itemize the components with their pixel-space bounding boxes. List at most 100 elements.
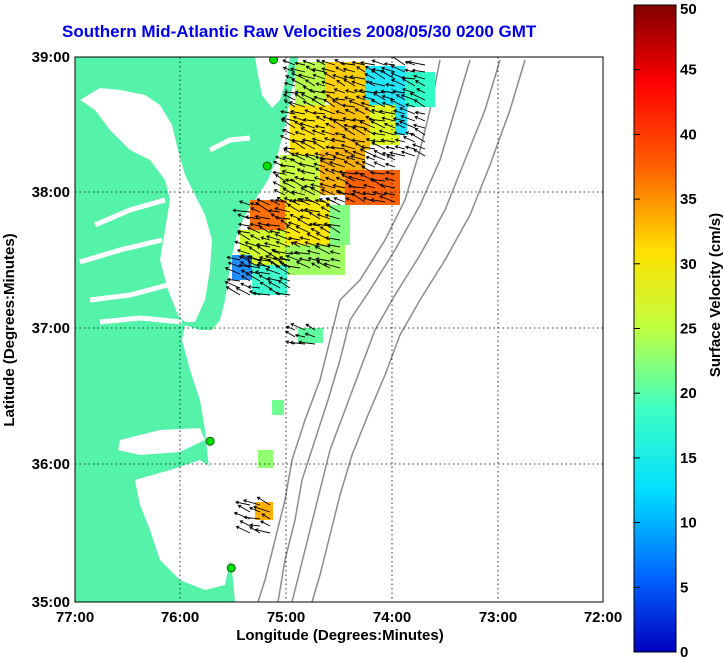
x-axis-ticks: 77:00 76:00 75:00 74:00 73:00 72:00: [56, 609, 622, 626]
velocity-arrow: [238, 200, 251, 206]
velocity-arrow: [280, 219, 291, 227]
velocity-arrow: [324, 213, 341, 220]
velocity-arrow: [310, 227, 321, 234]
velocity-arrow: [399, 107, 416, 115]
velocity-arrow: [413, 74, 426, 80]
velocity-arrow: [378, 109, 396, 115]
velocity-arrow: [258, 274, 271, 282]
velocity-arrow: [311, 67, 326, 73]
velocity-arrow: [260, 520, 271, 527]
velocity-arrow: [326, 243, 341, 248]
velocity-arrow: [370, 198, 386, 203]
velocity-arrow: [312, 222, 331, 227]
velocity-arrow: [249, 526, 261, 534]
velocity-arrow: [311, 98, 326, 108]
velocity-arrow: [349, 154, 366, 161]
velocity-arrow: [332, 73, 346, 80]
velocity-arrow: [323, 99, 336, 108]
velocity-arrow: [300, 169, 316, 175]
velocity-arrow: [240, 254, 251, 261]
velocity-arrow: [237, 504, 251, 513]
velocity-arrow: [380, 89, 396, 94]
velocity-arrow: [282, 181, 296, 189]
velocity-arrow: [314, 152, 326, 157]
velocity-arrow: [304, 79, 316, 87]
velocity-arrow: [300, 127, 316, 136]
velocity-arrow: [383, 62, 396, 66]
velocity-arrow: [238, 263, 251, 268]
velocity-arrow: [285, 330, 296, 338]
velocity-arrow: [380, 138, 396, 143]
velocity-arrow: [237, 222, 251, 227]
velocity-arrow: [320, 129, 336, 136]
colorbar-tick-label: 10: [680, 515, 697, 532]
velocity-arrow: [330, 137, 346, 143]
velocity-arrow: [283, 99, 296, 108]
velocity-arrow: [355, 95, 366, 101]
velocity-arrow: [321, 80, 336, 87]
velocity-arrow: [368, 117, 386, 122]
velocity-arrow: [343, 96, 356, 101]
map-area: [75, 57, 603, 602]
velocity-arrow: [335, 66, 346, 73]
velocity-arrow: [402, 135, 416, 143]
velocity-arrow: [294, 90, 306, 95]
velocity-arrow: [249, 270, 261, 275]
velocity-arrow: [392, 89, 406, 94]
velocity-arrow: [330, 145, 346, 150]
graticule: [75, 57, 603, 602]
velocity-arrow: [276, 197, 291, 206]
velocity-arrow: [279, 163, 296, 168]
velocity-arrow: [315, 59, 326, 66]
velocity-arrow: [340, 61, 356, 66]
velocity-arrow: [315, 242, 331, 248]
velocity-arrow: [332, 119, 346, 129]
velocity-arrow: [288, 100, 306, 108]
velocity-arrow: [224, 280, 241, 289]
velocity-arrow: [294, 130, 306, 136]
velocity-arrow: [372, 154, 386, 161]
velocity-arrow: [272, 249, 291, 255]
colorbar-tick-label: 15: [680, 450, 697, 467]
velocity-arrow: [305, 65, 316, 73]
velocity-arrow: [293, 240, 311, 248]
chesapeake-bay: [80, 88, 212, 322]
x-tick: 77:00: [56, 609, 94, 626]
velocity-arrow: [351, 126, 366, 136]
velocity-arrow: [289, 158, 306, 168]
velocity-arrow: [302, 59, 316, 66]
velocity-arrow: [297, 198, 311, 206]
velocity-arrow: [313, 162, 326, 168]
velocity-arrow: [296, 218, 311, 227]
velocity-arrow: [386, 155, 396, 161]
velocity-arrow: [319, 159, 336, 168]
velocity-arrow: [282, 155, 296, 161]
velocity-arrow: [324, 168, 336, 175]
velocity-arrow: [289, 178, 306, 189]
velocity-arrow: [281, 129, 296, 136]
velocity-arrow: [295, 261, 311, 269]
velocity-arrow: [311, 137, 326, 143]
velocity-arrow: [334, 131, 346, 136]
velocity-arrow: [312, 141, 326, 150]
velocity-arrow: [312, 73, 326, 80]
velocity-arrow: [371, 69, 386, 80]
colorbar-tick-label: 25: [680, 321, 697, 338]
velocity-arrow: [313, 176, 326, 182]
velocity-arrow: [287, 236, 301, 241]
velocity-arrow: [285, 225, 301, 234]
velocity-arrow: [378, 129, 396, 136]
velocity-arrow: [384, 177, 396, 182]
velocity-arrow: [304, 109, 316, 115]
velocity-arrow: [371, 131, 386, 136]
velocity-vectors: [224, 57, 426, 534]
velocity-arrow: [334, 97, 346, 101]
velocity-arrow: [298, 257, 311, 262]
velocity-arrow: [287, 203, 301, 213]
velocity-arrow: [390, 64, 406, 73]
radar-stations: [205, 57, 279, 573]
velocity-arrow: [298, 340, 316, 345]
velocity-arrow: [305, 323, 316, 331]
velocity-arrow: [227, 261, 241, 268]
velocity-arrow: [274, 291, 291, 296]
